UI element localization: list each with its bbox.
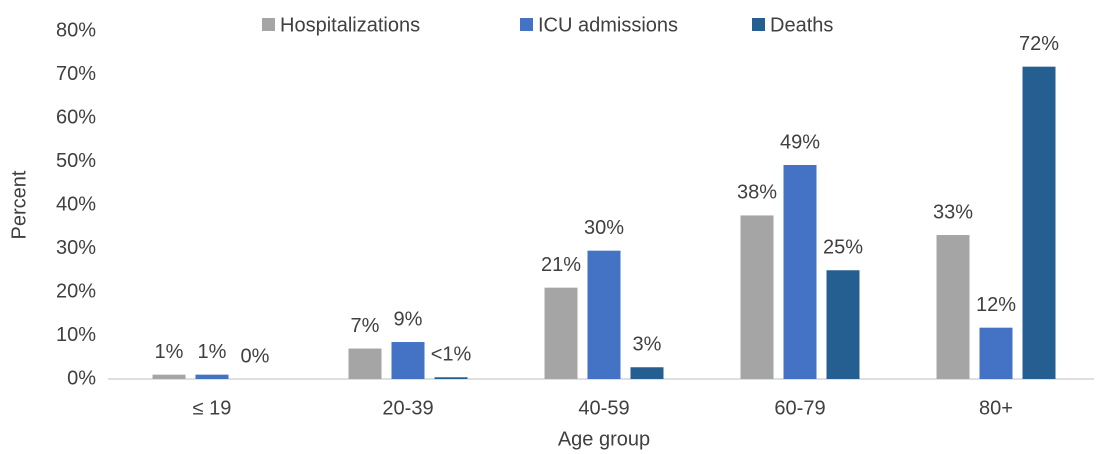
bar bbox=[587, 250, 621, 379]
legend-label: Deaths bbox=[770, 14, 833, 36]
y-tick-label: 40% bbox=[56, 193, 96, 215]
bar bbox=[195, 374, 229, 379]
data-label: 3% bbox=[633, 334, 662, 356]
data-label: 33% bbox=[933, 201, 973, 223]
x-tick-label: 60-79 bbox=[774, 397, 825, 419]
data-label: 30% bbox=[584, 217, 624, 239]
data-label: 72% bbox=[1019, 33, 1059, 55]
legend-swatch bbox=[752, 18, 765, 31]
data-label: 21% bbox=[541, 254, 581, 276]
y-tick-label: 20% bbox=[56, 280, 96, 302]
y-axis-label: Percent bbox=[8, 170, 30, 239]
y-tick-label: 50% bbox=[56, 150, 96, 172]
bar bbox=[348, 348, 382, 379]
bar bbox=[434, 377, 468, 379]
data-label: 7% bbox=[351, 315, 380, 337]
data-label: 1% bbox=[198, 341, 227, 363]
bar bbox=[1022, 66, 1056, 380]
data-label: 25% bbox=[823, 237, 863, 259]
legend-label: ICU admissions bbox=[538, 14, 678, 36]
legend-label: Hospitalizations bbox=[280, 14, 420, 36]
y-tick-label: 80% bbox=[56, 19, 96, 41]
legend-swatch bbox=[262, 18, 275, 31]
bar bbox=[391, 342, 425, 379]
data-label: 0% bbox=[241, 345, 270, 367]
x-axis-label: Age group bbox=[558, 428, 650, 450]
bar bbox=[630, 367, 664, 379]
y-tick-label: 60% bbox=[56, 106, 96, 128]
x-tick-label: ≤ 19 bbox=[193, 397, 232, 419]
x-tick-label: 40-59 bbox=[578, 397, 629, 419]
bar bbox=[544, 287, 578, 379]
bar bbox=[783, 164, 817, 379]
bar bbox=[826, 270, 860, 379]
bar bbox=[740, 215, 774, 379]
x-tick-label: 20-39 bbox=[382, 397, 433, 419]
bar bbox=[152, 374, 186, 379]
legend-swatch bbox=[520, 18, 533, 31]
data-label: 9% bbox=[394, 308, 423, 330]
data-label: 38% bbox=[737, 182, 777, 204]
data-label: 12% bbox=[976, 294, 1016, 316]
data-label: 49% bbox=[780, 131, 820, 153]
bar bbox=[979, 327, 1013, 379]
data-label: <1% bbox=[431, 344, 472, 366]
y-tick-label: 0% bbox=[67, 367, 96, 389]
bar bbox=[936, 235, 970, 379]
y-tick-label: 10% bbox=[56, 324, 96, 346]
x-tick-label: 80+ bbox=[979, 397, 1013, 419]
y-tick-label: 70% bbox=[56, 63, 96, 85]
data-label: 1% bbox=[155, 341, 184, 363]
y-tick-label: 30% bbox=[56, 237, 96, 259]
